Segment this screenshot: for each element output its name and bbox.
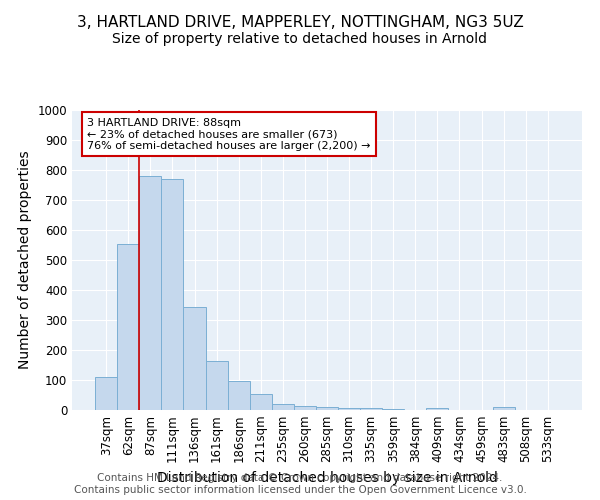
Bar (382, 408, 404, 410)
Y-axis label: Number of detached properties: Number of detached properties (18, 150, 32, 370)
Bar (161, 179, 184, 410)
Bar (184, 306, 206, 410)
Text: Contains HM Land Registry data © Crown copyright and database right 2024.
Contai: Contains HM Land Registry data © Crown c… (74, 474, 526, 495)
Bar (250, 394, 272, 410)
Text: 3, HARTLAND DRIVE, MAPPERLEY, NOTTINGHAM, NG3 5UZ: 3, HARTLAND DRIVE, MAPPERLEY, NOTTINGHAM… (77, 15, 523, 30)
Bar (493, 407, 515, 410)
Bar (117, 244, 139, 410)
Bar (95, 377, 117, 410)
Bar (427, 408, 448, 410)
Bar (227, 380, 250, 410)
Bar (338, 408, 360, 410)
Bar (272, 404, 294, 410)
Bar (139, 176, 161, 410)
Bar (294, 406, 316, 410)
Bar (206, 360, 227, 410)
Bar (360, 408, 382, 410)
X-axis label: Distribution of detached houses by size in Arnold: Distribution of detached houses by size … (157, 471, 497, 485)
Text: Size of property relative to detached houses in Arnold: Size of property relative to detached ho… (113, 32, 487, 46)
Text: 3 HARTLAND DRIVE: 88sqm
← 23% of detached houses are smaller (673)
76% of semi-d: 3 HARTLAND DRIVE: 88sqm ← 23% of detache… (88, 118, 371, 150)
Bar (316, 407, 338, 410)
